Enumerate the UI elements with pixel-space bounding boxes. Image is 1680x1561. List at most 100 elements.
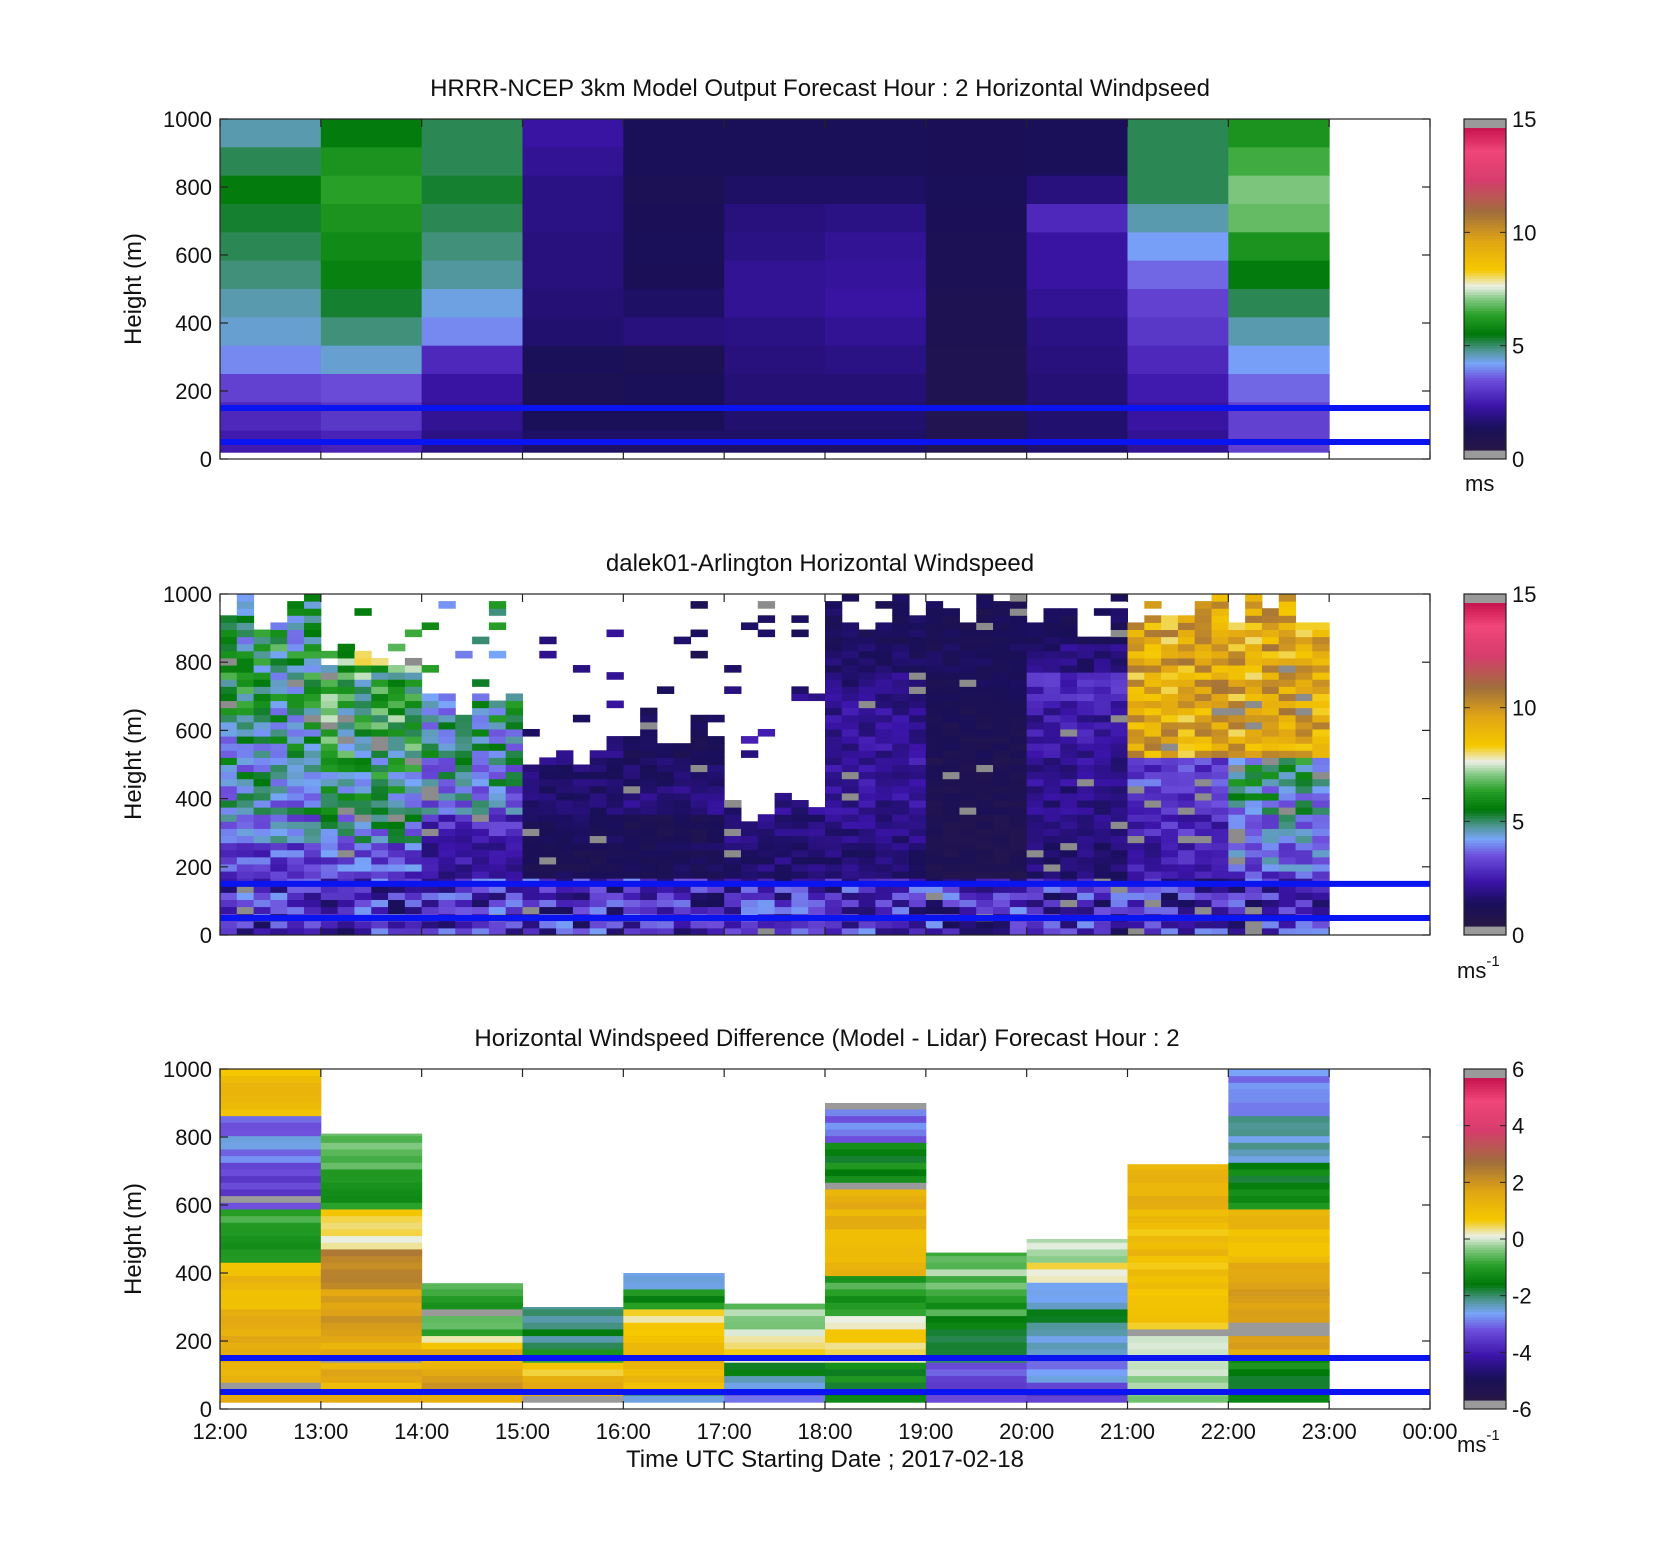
heatmap-cell — [1093, 842, 1112, 851]
colorbar-segment — [1464, 160, 1506, 164]
heatmap-cell — [1026, 636, 1044, 645]
heatmap-cell — [270, 757, 288, 765]
heatmap-cell — [959, 771, 977, 780]
heatmap-cell — [1009, 800, 1028, 808]
heatmap-cell — [1295, 757, 1313, 765]
heatmap-cell — [1228, 147, 1330, 177]
heatmap-cell — [791, 849, 809, 858]
heatmap-cell — [1127, 1195, 1229, 1203]
heatmap-cell — [1177, 892, 1196, 900]
heatmap-cell — [589, 835, 608, 844]
heatmap-cell — [976, 665, 994, 673]
colorbar-segment — [1464, 667, 1506, 671]
colorbar-segment — [1464, 1314, 1506, 1318]
heatmap-cell — [572, 906, 591, 915]
heatmap-cell — [1194, 643, 1213, 652]
heatmap-cell — [320, 1155, 423, 1163]
heatmap-cell — [354, 856, 372, 865]
heatmap-cell — [354, 920, 372, 929]
heatmap-cell — [774, 828, 792, 837]
heatmap-cell — [220, 1268, 322, 1277]
heatmap-cell — [623, 920, 641, 929]
heatmap-cell — [1177, 814, 1196, 822]
heatmap-cell — [220, 1348, 322, 1357]
heatmap-cell — [925, 778, 944, 787]
heatmap-cell — [539, 871, 557, 879]
heatmap-cell — [354, 679, 372, 687]
heatmap-cell — [976, 615, 994, 623]
heatmap-cell — [791, 800, 809, 808]
heatmap-cell — [1043, 636, 1061, 645]
heatmap-cell — [1245, 643, 1263, 652]
colorbar-frame — [1463, 593, 1507, 936]
colorbar-segment — [1464, 627, 1506, 631]
colorbar-segment — [1464, 154, 1506, 159]
heatmap-cell — [757, 728, 776, 737]
heatmap-cell — [724, 147, 826, 177]
heatmap-cell — [1228, 1368, 1330, 1377]
heatmap-cell — [690, 728, 708, 737]
heatmap-cell — [892, 608, 910, 616]
heatmap-cell — [925, 147, 1028, 177]
heatmap-cell — [522, 317, 624, 347]
heatmap-cell — [404, 665, 423, 673]
heatmap-cell — [858, 842, 876, 851]
heatmap-cell — [841, 863, 860, 872]
heatmap-cell — [505, 750, 523, 758]
heatmap-cell — [388, 771, 406, 780]
heatmap-cell — [421, 175, 523, 205]
heatmap-cell — [320, 650, 339, 659]
heatmap-cell — [1278, 750, 1297, 758]
heatmap-cell — [270, 707, 288, 716]
heatmap-cell — [673, 785, 692, 794]
heatmap-cell — [404, 693, 423, 702]
heatmap-cell — [707, 899, 725, 908]
colorbar-segment — [1464, 1316, 1506, 1321]
heatmap-cell — [371, 657, 389, 666]
heatmap-cell — [522, 764, 540, 773]
heatmap-cell — [1245, 665, 1263, 673]
colorbar-segment — [1464, 1263, 1506, 1267]
colorbar-segment — [1464, 364, 1506, 368]
heatmap-cell — [1177, 622, 1196, 631]
heatmap-cell — [1127, 1268, 1229, 1277]
heatmap-cell — [1127, 1375, 1229, 1383]
heatmap-cell — [841, 821, 860, 829]
heatmap-cell — [371, 906, 389, 915]
colorbar-segment — [1464, 1343, 1506, 1347]
heatmap-cell — [455, 849, 473, 858]
heatmap-cell — [1127, 1228, 1229, 1237]
heatmap-cell — [220, 721, 238, 730]
heatmap-cell — [825, 1262, 927, 1270]
heatmap-cell — [892, 736, 910, 744]
heatmap-cell — [825, 345, 927, 375]
heatmap-cell — [825, 849, 843, 858]
heatmap-cell — [522, 828, 540, 837]
heatmap-cell — [438, 814, 456, 822]
heatmap-cell — [1228, 629, 1246, 638]
heatmap-cell — [522, 1335, 624, 1343]
heatmap-cell — [1295, 728, 1313, 737]
heatmap-cell — [942, 842, 960, 851]
heatmap-cell — [757, 842, 776, 851]
heatmap-cell — [791, 821, 809, 829]
heatmap-cell — [1245, 657, 1263, 666]
heatmap-cell — [858, 757, 876, 765]
heatmap-cell — [707, 835, 725, 844]
colorbar-segment — [1464, 428, 1506, 432]
heatmap-cell — [1110, 679, 1128, 687]
heatmap-cell — [488, 700, 507, 709]
heatmap-cell — [1026, 1395, 1128, 1403]
heatmap-cell — [1228, 1302, 1330, 1310]
heatmap-cell — [707, 778, 725, 787]
heatmap-cell — [270, 714, 288, 723]
heatmap-cell — [421, 119, 523, 148]
heatmap-cell — [959, 629, 977, 638]
x-tick-label: 19:00 — [898, 1419, 953, 1444]
colorbar-segment — [1464, 874, 1506, 879]
heatmap-cell — [925, 828, 944, 837]
heatmap-cell — [1077, 785, 1095, 794]
heatmap-cell — [1060, 863, 1078, 872]
heatmap-cell — [623, 1375, 725, 1383]
colorbar-segment — [1464, 853, 1506, 857]
